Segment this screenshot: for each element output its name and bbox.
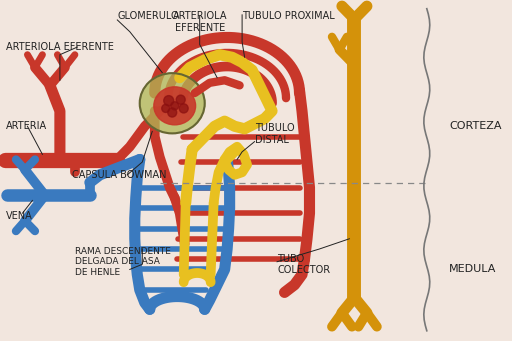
Text: ARTERIOLA
EFERENTE: ARTERIOLA EFERENTE [173,11,227,33]
Text: MEDULA: MEDULA [449,264,497,275]
Circle shape [176,95,185,104]
Circle shape [162,104,169,113]
Circle shape [168,108,177,117]
Text: CORTEZA: CORTEZA [449,121,502,131]
Text: ARTERIA: ARTERIA [6,121,47,131]
Text: VENA: VENA [6,211,33,221]
Text: CAPSULA BOWMAN: CAPSULA BOWMAN [72,170,167,180]
Text: TUBULO PROXIMAL: TUBULO PROXIMAL [242,11,335,21]
Text: GLOMERULO: GLOMERULO [117,11,179,21]
Ellipse shape [140,73,205,133]
Circle shape [164,95,174,106]
Text: TUBULO
DISTAL: TUBULO DISTAL [254,123,294,145]
Text: RAMA DESCENDENTE
DELGADA DEL ASA
DE HENLE: RAMA DESCENDENTE DELGADA DEL ASA DE HENL… [75,247,171,277]
Text: ARTERIOLA EFERENTE: ARTERIOLA EFERENTE [6,42,114,52]
Text: TUBO
COLECTOR: TUBO COLECTOR [277,253,330,275]
Ellipse shape [154,87,196,125]
Circle shape [179,104,188,113]
Circle shape [170,102,179,110]
